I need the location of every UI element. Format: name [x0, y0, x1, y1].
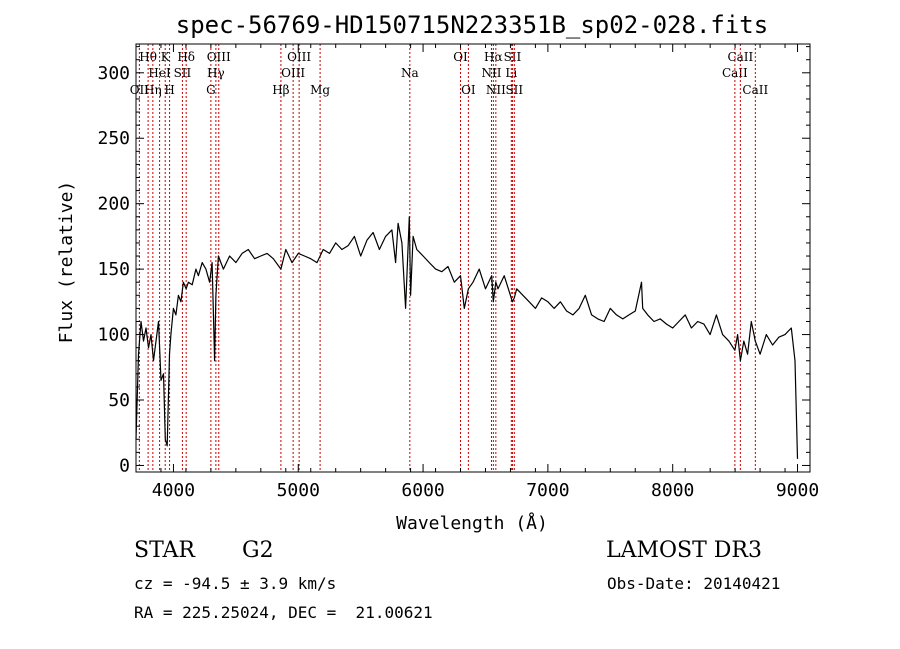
y-tick-label: 100: [97, 325, 130, 346]
line-marker-label: H: [164, 83, 174, 97]
x-tick-label: 4000: [152, 480, 195, 501]
line-marker-label: SII: [505, 83, 523, 97]
line-marker-label: CaII: [722, 66, 748, 80]
line-marker-label: NII: [486, 83, 506, 97]
line-marker-label: SII: [174, 66, 192, 80]
x-tick-label: 8000: [651, 480, 694, 501]
line-marker-label: Li: [505, 66, 517, 80]
y-tick-label: 50: [108, 390, 130, 411]
survey-name: LAMOST DR3: [606, 538, 762, 563]
line-marker-label: Hγ: [207, 66, 225, 80]
line-marker-label: G: [206, 83, 216, 97]
obs-date-text: Obs-Date: 20140421: [607, 574, 781, 593]
x-axis-label: Wavelength (Å): [396, 512, 548, 534]
line-marker-label: OII: [130, 83, 150, 97]
axis-ticks: 4000 5000 6000 7000 8000 9000 0 50 100 150 200 250 3…: [97, 44, 819, 501]
line-marker-label: OIII: [207, 50, 231, 64]
line-marker-label: Na: [401, 66, 419, 80]
line-marker-label: Hδ: [177, 50, 195, 64]
line-marker-label: OI: [453, 50, 468, 64]
line-marker-label: OIII: [281, 66, 305, 80]
plot-frame: [135, 43, 811, 473]
object-class: STAR: [134, 538, 195, 563]
y-tick-label: 300: [97, 63, 130, 84]
line-marker-label: OI: [461, 83, 476, 97]
coordinates-text: RA = 225.25024, DEC = 21.00621: [134, 603, 433, 622]
y-tick-label: 0: [119, 455, 130, 476]
spectrum-chart: spec-56769-HD150715N223351B_sp02-028.fit…: [56, 11, 819, 534]
line-marker-label: NII: [481, 66, 501, 80]
emission-line-markers: OIIHθHηHeIKHSIIHδGHγOIIIHβOIIIOIIIMgNaOI…: [130, 44, 768, 472]
line-marker-label: K: [161, 50, 171, 64]
line-marker-label: HeI: [148, 66, 171, 80]
spectrum-layer: [135, 216, 799, 459]
line-marker-label: Hη: [144, 83, 162, 97]
line-marker-label: OIII: [287, 50, 311, 64]
x-tick-label: 9000: [776, 480, 819, 501]
x-tick-label: 7000: [526, 480, 569, 501]
object-subclass: G2: [242, 538, 274, 563]
spectrum-line-0: [135, 216, 799, 459]
y-tick-label: 150: [97, 259, 130, 280]
line-marker-label: Hα: [484, 50, 503, 64]
x-tick-label: 6000: [401, 480, 444, 501]
line-marker-label: CaII: [727, 50, 753, 64]
y-tick-label: 200: [97, 194, 130, 215]
chart-title: spec-56769-HD150715N223351B_sp02-028.fit…: [176, 11, 768, 39]
redshift-text: cz = -94.5 ± 3.9 km/s: [134, 574, 337, 593]
line-marker-label: Mg: [310, 83, 330, 97]
x-tick-label: 5000: [277, 480, 320, 501]
y-axis-label: Flux (relative): [56, 181, 77, 344]
line-marker-label: CaII: [742, 83, 768, 97]
y-tick-label: 250: [97, 128, 130, 149]
line-marker-label: Hβ: [272, 83, 289, 97]
line-marker-label: SII: [504, 50, 522, 64]
line-marker-label: Hθ: [139, 50, 157, 64]
